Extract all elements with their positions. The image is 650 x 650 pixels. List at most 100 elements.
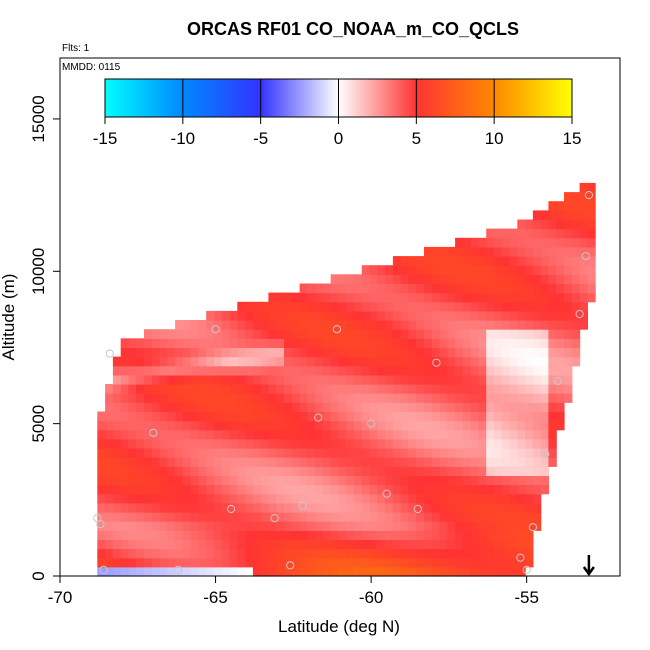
heatmap-cell <box>276 448 285 458</box>
heatmap-cell <box>447 265 456 275</box>
heatmap-cell <box>470 566 480 577</box>
heatmap-cell <box>439 256 448 266</box>
heatmap-cell <box>579 292 588 303</box>
heatmap-cell <box>221 420 231 431</box>
flight-point <box>516 553 525 562</box>
heatmap-cell <box>517 493 526 504</box>
heatmap-cell <box>494 420 503 431</box>
heatmap-cell <box>144 347 153 358</box>
heatmap-cell <box>447 411 456 422</box>
heatmap-cell <box>167 557 176 568</box>
heatmap-cell <box>245 502 254 513</box>
heatmap-cell <box>564 329 573 339</box>
heatmap-cell <box>486 466 495 476</box>
flight-point <box>270 514 279 523</box>
heatmap-cell <box>307 466 316 476</box>
heatmap-cell <box>540 292 550 303</box>
heatmap-cell <box>322 356 332 367</box>
heatmap-cell <box>175 420 184 431</box>
heatmap-cell <box>470 475 480 486</box>
heatmap-cell <box>392 475 402 486</box>
flight-point <box>528 523 538 532</box>
heatmap-cell <box>548 274 557 284</box>
heatmap-cell <box>455 246 464 257</box>
heatmap-cell <box>136 475 145 486</box>
flight-points <box>93 191 594 575</box>
heatmap-cell <box>501 356 511 367</box>
heatmap-cell <box>206 566 215 577</box>
heatmap-cell <box>307 338 316 348</box>
heatmap-cell <box>167 457 176 467</box>
heatmap-cell <box>392 365 402 376</box>
heatmap-cell <box>416 338 425 348</box>
heatmap-cell <box>260 347 270 358</box>
heatmap-cell <box>190 365 200 376</box>
heatmap-cell <box>478 283 487 294</box>
heatmap-cell <box>540 219 550 230</box>
heatmap-cell <box>252 356 262 367</box>
heatmap-cell <box>532 292 542 303</box>
heatmap-cell <box>182 539 192 550</box>
heatmap-cell <box>548 365 557 376</box>
heatmap-cell <box>408 283 417 294</box>
heatmap-cell <box>548 228 557 239</box>
heatmap-cell <box>540 228 550 239</box>
heatmap-cell <box>564 393 573 403</box>
heatmap-cell <box>462 384 472 394</box>
heatmap-cell <box>361 557 371 568</box>
heatmap-cell <box>385 274 394 284</box>
heatmap-cell <box>97 411 106 422</box>
heatmap-cell <box>525 411 534 422</box>
heatmap-cell <box>439 466 448 476</box>
heatmap-cell <box>369 475 378 486</box>
heatmap-cell <box>190 384 200 394</box>
heatmap-cell <box>338 301 347 312</box>
heatmap-cell <box>408 457 417 467</box>
heatmap-cell <box>509 448 518 458</box>
heatmap-cell <box>214 338 223 348</box>
heatmap-cell <box>276 493 285 504</box>
heatmap-cell <box>431 374 441 385</box>
heatmap-cell <box>571 201 581 211</box>
heatmap-cell <box>198 530 207 540</box>
heatmap-cell <box>206 493 215 504</box>
heatmap-cell <box>470 512 480 522</box>
heatmap-cell <box>136 521 145 531</box>
heatmap-cell <box>338 502 347 513</box>
heatmap-cell <box>221 512 231 522</box>
heatmap-cell <box>315 484 324 495</box>
heatmap-cell <box>400 283 410 294</box>
heatmap-cell <box>385 448 394 458</box>
heatmap-cell <box>284 566 293 577</box>
heatmap-cell <box>408 402 417 412</box>
heatmap-cell <box>377 438 386 449</box>
heatmap-cell <box>424 374 433 385</box>
heatmap-cell <box>462 237 472 248</box>
heatmap-cell <box>486 338 495 348</box>
heatmap-cell <box>237 393 246 403</box>
heatmap-cell <box>439 475 448 486</box>
heatmap-cell <box>392 502 402 513</box>
heatmap-cell <box>385 393 394 403</box>
heatmap-cell <box>315 384 324 394</box>
heatmap-cell <box>112 502 122 513</box>
heatmap-cell <box>540 411 550 422</box>
heatmap-cell <box>424 557 433 568</box>
heatmap-cell <box>486 539 495 550</box>
heatmap-cell <box>478 475 487 486</box>
heatmap-cell <box>307 411 316 422</box>
heatmap-cell <box>354 338 363 348</box>
flight-point <box>432 358 441 367</box>
heatmap-cell <box>330 438 340 449</box>
heatmap-cell <box>455 484 464 495</box>
heatmap-cell <box>392 484 402 495</box>
heatmap-cell <box>439 356 448 367</box>
heatmap-cell <box>540 356 550 367</box>
heatmap-cell <box>525 502 534 513</box>
heatmap-cell <box>159 356 168 367</box>
heatmap-cell <box>478 502 487 513</box>
heatmap-cell <box>501 237 511 248</box>
heatmap-cell <box>307 374 316 385</box>
heatmap-cell <box>392 557 402 568</box>
heatmap-cell <box>144 365 153 376</box>
